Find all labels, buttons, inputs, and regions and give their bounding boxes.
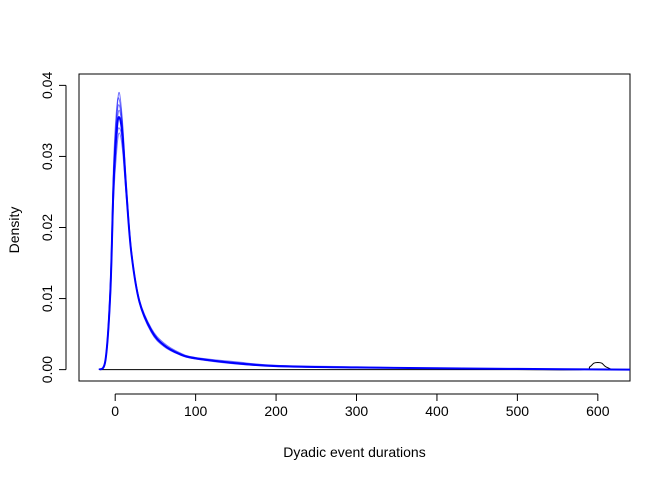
x-axis: 0 100 200 300 400 500 600 [111, 393, 610, 419]
y-tick-label: 0.03 [39, 143, 55, 170]
x-tick-label: 0 [111, 403, 119, 419]
y-tick-label: 0.04 [39, 72, 55, 99]
simulated-density-line-1 [98, 91, 630, 371]
y-tick-label: 0.02 [39, 214, 55, 241]
x-tick-label: 600 [586, 403, 610, 419]
x-tick-label: 300 [345, 403, 369, 419]
simulated-density-line-7 [98, 116, 630, 371]
x-tick-label: 100 [184, 403, 208, 419]
simulated-density-line-4 [98, 97, 630, 371]
y-tick-label: 0.00 [39, 356, 55, 383]
observed-density-line [99, 362, 630, 371]
y-axis-title: Density [6, 207, 22, 254]
y-axis: 0.00 0.01 0.02 0.03 0.04 [39, 72, 67, 383]
simulated-density-line-3 [98, 127, 630, 371]
simulated-density-line-6 [98, 104, 630, 371]
x-tick-label: 400 [425, 403, 449, 419]
plot-frame [78, 73, 631, 382]
simulated-density-line-2 [98, 109, 630, 371]
simulated-density-line-5 [98, 132, 630, 371]
x-tick-label: 200 [264, 403, 288, 419]
y-tick-label: 0.01 [39, 285, 55, 312]
series-lines [98, 91, 630, 371]
x-tick-label: 500 [506, 403, 530, 419]
x-axis-title: Dyadic event durations [283, 444, 425, 460]
